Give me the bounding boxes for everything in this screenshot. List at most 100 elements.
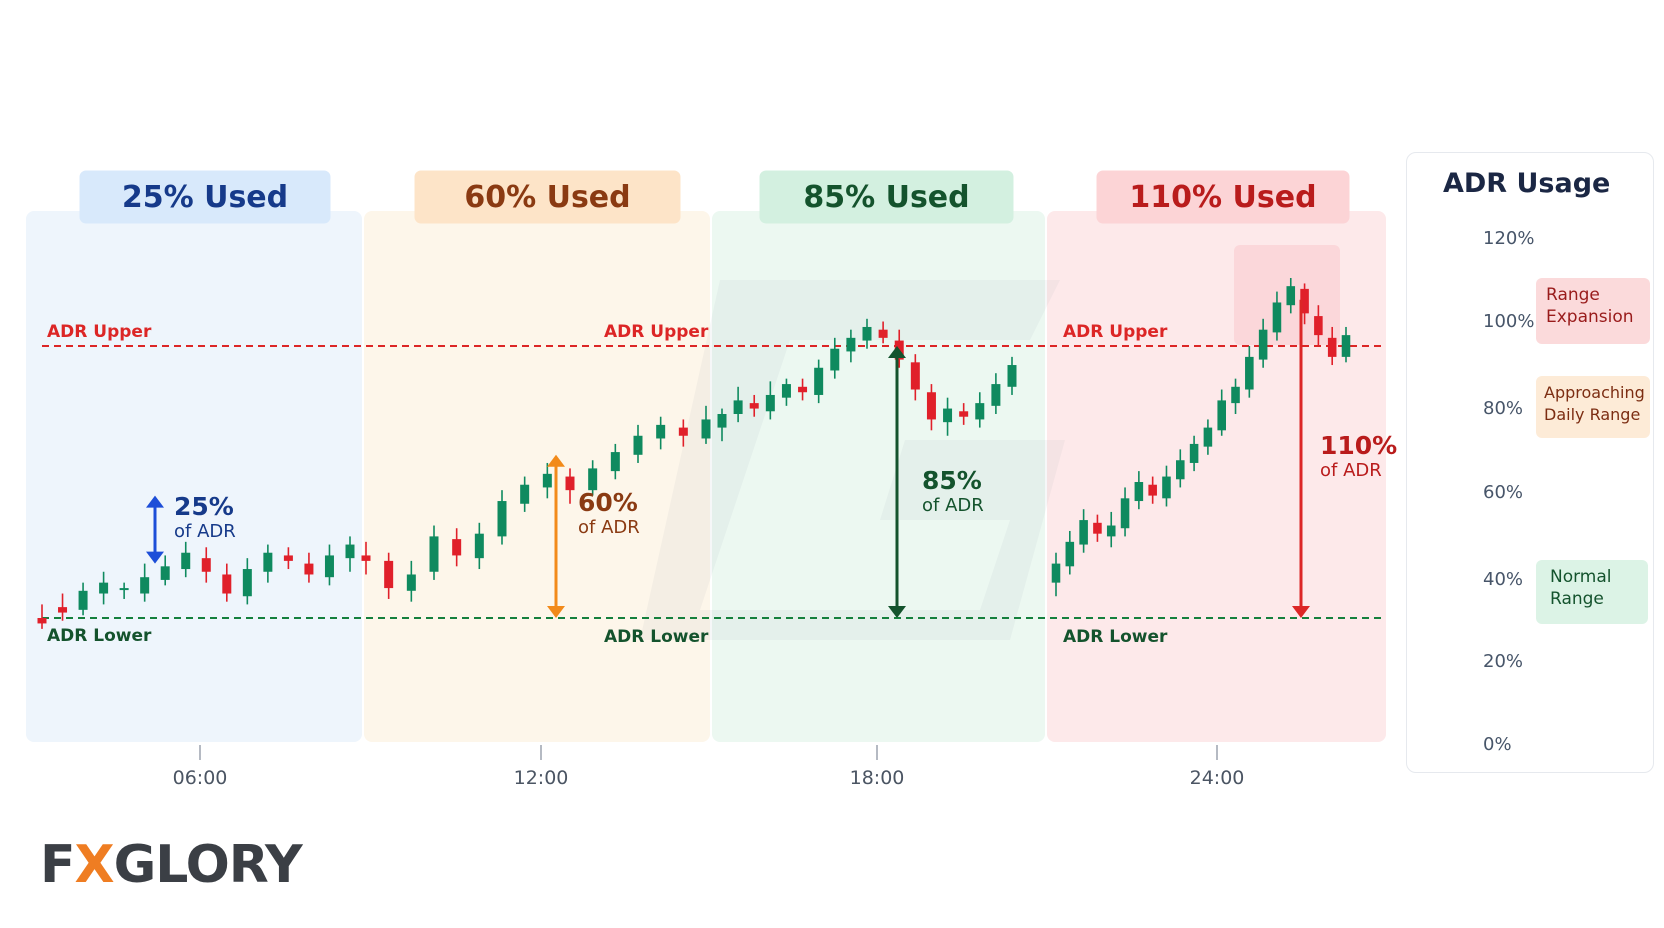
candle-body — [1231, 386, 1240, 404]
candle-body — [633, 435, 643, 455]
candle-body — [361, 555, 371, 561]
candle-4-21 — [1327, 326, 1337, 366]
brand-logo-post: GLORY — [113, 835, 303, 895]
candle-body — [588, 468, 598, 491]
candle-body — [1272, 302, 1282, 333]
candle-3-13 — [910, 354, 920, 401]
candle-2-11 — [588, 460, 598, 496]
candle-1-2 — [58, 593, 68, 621]
candle-body — [119, 588, 129, 591]
candle-3-19 — [1007, 356, 1017, 395]
candle-4-14 — [1231, 378, 1240, 414]
phase-background-3 — [712, 211, 1045, 742]
annotation-25-sub: of ADR — [174, 521, 236, 542]
candle-body — [733, 400, 743, 414]
annotation-85-pct: 85% — [922, 466, 982, 495]
phase-label-25: 25% Used — [121, 179, 289, 215]
candle-body — [1300, 288, 1309, 314]
phase-label-box-2 — [414, 170, 681, 224]
phase-label-box-1 — [79, 170, 331, 224]
brand-logo-x: X — [74, 835, 115, 895]
candle-4-19 — [1300, 283, 1309, 325]
candle-4-4 — [1093, 514, 1102, 542]
annotation-110-pct: 110% — [1320, 431, 1398, 460]
candle-4-18 — [1286, 278, 1296, 314]
candle-body — [1245, 356, 1254, 390]
candle-3-11 — [878, 321, 888, 344]
candle-body — [749, 403, 759, 409]
x-tick-label-1200: 12:00 — [513, 767, 569, 789]
candle-4-9 — [1162, 465, 1171, 507]
candle-1-12 — [263, 544, 273, 583]
candle-3-2 — [733, 386, 743, 423]
candle-1-3 — [78, 582, 88, 616]
candle-4-16 — [1258, 318, 1268, 368]
candle-2-15 — [678, 419, 688, 447]
candle-body — [1341, 335, 1351, 357]
candle-body — [959, 411, 969, 417]
legend-tick-60: 60% — [1483, 482, 1524, 503]
candle-body — [37, 618, 47, 624]
candle-body — [1007, 365, 1017, 387]
candle-body — [798, 386, 808, 393]
candle-1-1 — [37, 604, 47, 629]
candle-body — [701, 419, 711, 439]
candle-body — [474, 533, 484, 559]
candle-1-11 — [242, 558, 252, 605]
candle-body — [910, 362, 920, 390]
arrow-head-up — [146, 495, 164, 508]
candle-body — [765, 394, 775, 412]
candle-2-14 — [656, 416, 666, 450]
adr-arrow-3 — [888, 346, 906, 618]
candle-2-6 — [474, 522, 484, 570]
candle-3-17 — [975, 392, 985, 428]
candle-body — [781, 384, 791, 398]
candle-body — [678, 427, 688, 436]
legend-tick-20: 20% — [1483, 651, 1524, 672]
x-tick-label-0600: 06:00 — [172, 767, 228, 789]
candle-4-11 — [1189, 435, 1199, 472]
zone-range-expansion-line2: Expansion — [1546, 307, 1634, 327]
candle-body — [656, 424, 666, 439]
candle-body — [610, 452, 620, 472]
candle-4-5 — [1106, 511, 1116, 548]
candle-3-7 — [814, 359, 824, 404]
candle-body — [926, 392, 936, 420]
candle-4-15 — [1245, 346, 1254, 398]
candle-1-6 — [140, 563, 150, 602]
candle-body — [975, 403, 985, 420]
adr-lower-label-1: ADR Lower — [47, 626, 152, 646]
arrow-head-down — [1292, 606, 1310, 618]
candle-1-4 — [99, 571, 109, 605]
candle-2-16 — [701, 405, 711, 444]
candle-body — [1148, 484, 1157, 496]
zone-normal-line2: Range — [1550, 589, 1604, 609]
candle-1-13 — [283, 547, 293, 570]
candle-body — [1189, 443, 1199, 463]
candle-body — [406, 574, 416, 591]
candle-body — [862, 326, 872, 341]
candle-body — [1203, 427, 1213, 447]
candle-2-4 — [429, 525, 439, 580]
candle-3-3 — [749, 394, 759, 417]
candle-4-3 — [1079, 509, 1088, 553]
candle-3-4 — [765, 381, 775, 420]
annotation-60-sub: of ADR — [578, 517, 640, 538]
candle-body — [1120, 498, 1130, 529]
candle-body — [1051, 563, 1061, 583]
candle-2-12 — [610, 443, 620, 480]
phase-label-85: 85% Used — [803, 179, 970, 215]
candle-body — [520, 484, 530, 504]
candle-2-7 — [497, 490, 507, 545]
legend-tick-0: 0% — [1483, 734, 1512, 755]
zone-normal-line1: Normal — [1550, 567, 1612, 587]
phase-label-60: 60% Used — [464, 179, 631, 215]
adr-upper-label-1: ADR Upper — [47, 322, 152, 342]
phase-label-box-3 — [759, 170, 1014, 224]
brand-watermark — [640, 280, 1065, 640]
candle-body — [283, 555, 293, 561]
candle-body — [222, 574, 232, 594]
zone-range-expansion: Range Expansion — [1536, 278, 1650, 344]
candle-1-16 — [345, 536, 355, 572]
adr-lower-label-2: ADR Lower — [604, 627, 709, 647]
